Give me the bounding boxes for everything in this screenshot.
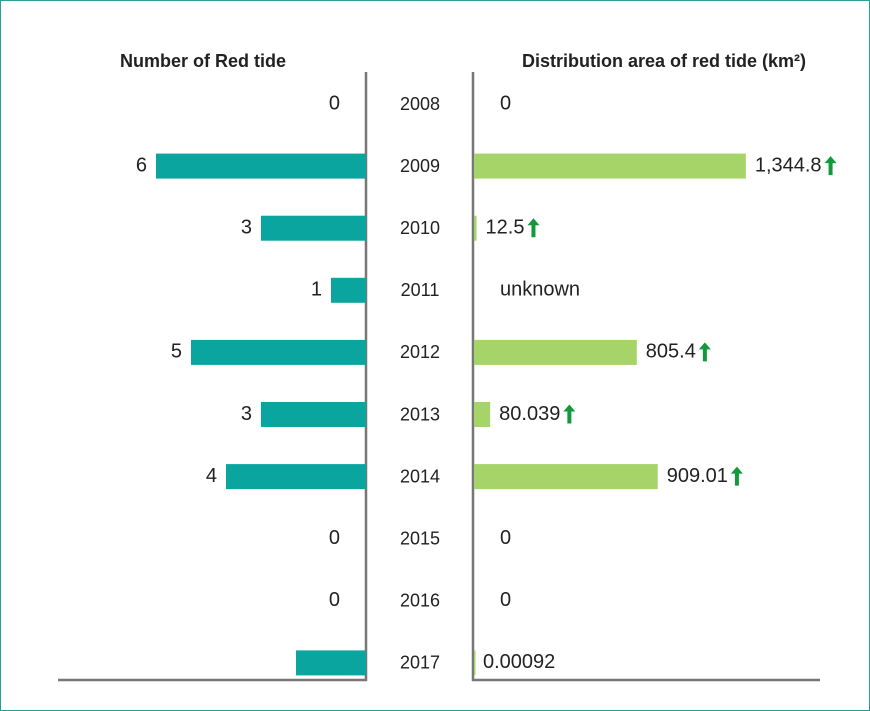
value-label: 6 <box>136 154 147 176</box>
value-label: 909.01 <box>667 465 728 487</box>
bar <box>474 650 476 676</box>
right-title: Distribution area of red tide (km²) <box>522 51 806 71</box>
value-label: 0.00092 <box>483 651 555 673</box>
bar <box>226 464 366 490</box>
up-arrow <box>527 218 540 238</box>
up-arrow <box>698 342 711 362</box>
value-label: unknown <box>500 279 580 301</box>
year-label: 2011 <box>401 280 440 300</box>
year-label: 2008 <box>400 94 440 114</box>
value-label: 0 <box>500 589 511 611</box>
bar <box>191 339 366 365</box>
year-label: 2009 <box>400 156 440 176</box>
bar <box>474 215 477 241</box>
bar <box>261 402 366 427</box>
bar <box>474 153 746 179</box>
year-label: 2016 <box>400 591 440 611</box>
year-label: 2015 <box>400 528 440 548</box>
up-arrow <box>563 404 576 424</box>
value-label: 0 <box>329 92 340 114</box>
bar <box>474 339 637 365</box>
value-label: 0 <box>329 589 340 611</box>
year-label: 2014 <box>400 466 440 486</box>
value-label: 805.4 <box>646 341 696 363</box>
up-arrow <box>824 156 837 176</box>
year-label: 2013 <box>400 404 440 424</box>
bar <box>156 153 366 179</box>
value-label: 1,344.8 <box>755 154 822 176</box>
value-label: 3 <box>241 403 252 425</box>
value-label: 5 <box>171 341 182 363</box>
value-label: 3 <box>241 216 252 238</box>
value-label: 1 <box>311 279 322 301</box>
value-label: 12.5 <box>486 216 525 238</box>
year-label: 2010 <box>400 218 440 238</box>
bar <box>261 215 366 241</box>
value-label: 0 <box>500 527 511 549</box>
left-title: Number of Red tide <box>120 51 286 71</box>
value-label: 4 <box>206 465 217 487</box>
year-label: 2012 <box>400 342 440 362</box>
bar <box>331 277 366 303</box>
up-arrow <box>730 466 743 486</box>
year-label: 2017 <box>400 653 440 673</box>
value-label: 80.039 <box>499 403 560 425</box>
bar <box>474 464 658 490</box>
bar <box>474 402 491 427</box>
value-label: 0 <box>329 527 340 549</box>
value-label: 0 <box>500 92 511 114</box>
bar <box>296 650 366 676</box>
